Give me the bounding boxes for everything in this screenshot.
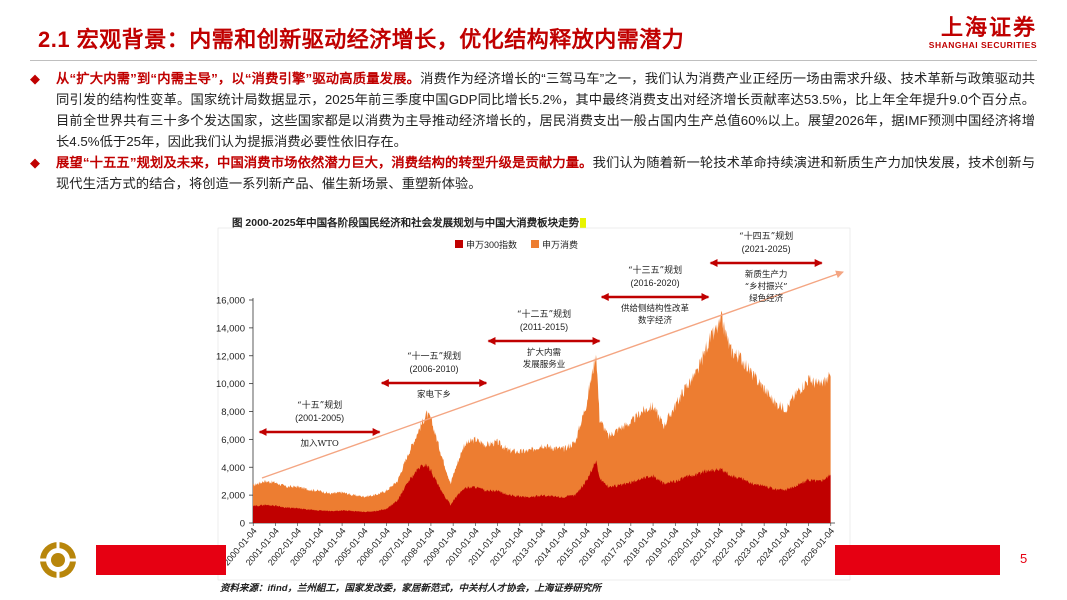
logo-cn: 上海证券: [940, 15, 1037, 40]
y-tick-label: 0: [240, 519, 245, 530]
plan-policy-label: 家电下乡: [417, 389, 451, 400]
bullet-highlight: 从“扩大内需”到“内需主导”，以“消费引擎”驱动高质量发展。: [56, 71, 421, 86]
plan-period-label: “十三五”规划: [628, 264, 682, 276]
chart-title: 图 2000-2025年中国各阶段国民经济和社会发展规划与中国大消费板块走势: [232, 215, 587, 230]
plan-policy-label: 绿色经济: [749, 293, 784, 304]
bullet-list: ◆ 从“扩大内需”到“内需主导”，以“消费引擎”驱动高质量发展。消费作为经济增长的…: [30, 68, 1035, 194]
bullet-text: 消费作为经济增长的“三驾马车”之一，我们认为消费产业正经历一场由需求升级、技术革…: [56, 71, 1036, 149]
legend-swatch: [531, 240, 539, 248]
logo-en: SHANGHAI SECURITIES: [928, 40, 1037, 50]
page-title: 2.1 宏观背景：内需和创新驱动经济增长，优化结构释放内需潜力: [38, 27, 685, 52]
bullet-item-1: ◆ 从“扩大内需”到“内需主导”，以“消费引擎”驱动高质量发展。消费作为经济增长的…: [30, 68, 1035, 152]
plan-policy-label: 供给侧结构性改革: [621, 303, 690, 314]
plan-period-label: “十二五”规划: [517, 308, 571, 320]
source-note: 资料来源：ifind，兰州組工，国家发改委，家居新范式，中关村人才协会，上海证券…: [220, 583, 602, 594]
plan-policy-label: 扩大内需: [527, 347, 561, 358]
legend-label: 申万300指数: [466, 239, 517, 250]
header-divider: [30, 60, 1037, 61]
plan-years-label: (2006-2010): [410, 364, 459, 374]
series-area-300-index: [253, 460, 831, 523]
bullet-item-2: ◆ 展望“十五五”规划及未来，中国消费市场依然潜力巨大，消费结构的转型升级是贡献力…: [30, 152, 1035, 194]
plan-policy-label: 加入WTO: [300, 438, 338, 449]
legend-label: 申万消费: [542, 239, 578, 250]
page-number: 5: [1020, 551, 1028, 566]
y-tick-label: 16,000: [216, 296, 245, 307]
plan-policy-label: “乡村振兴”: [745, 281, 788, 292]
brand-logo: 上海证券 SHANGHAI SECURITIES: [928, 15, 1037, 51]
plan-period-label: “十五”规划: [297, 399, 342, 411]
footer-bar-left: [96, 545, 226, 575]
series-area-consumer: [253, 310, 831, 523]
diamond-icon: ◆: [30, 155, 40, 170]
plan-period-label: “十一五”规划: [407, 350, 461, 362]
bullet-highlight: 展望“十五五”规划及未来，中国消费市场依然潜力巨大，消费结构的转型升级是贡献力量…: [56, 155, 593, 170]
y-tick-label: 10,000: [216, 379, 245, 390]
trend-arrow: [261, 270, 844, 479]
y-tick-label: 14,000: [216, 323, 245, 334]
y-tick-label: 4,000: [221, 463, 245, 474]
plan-years-label: (2001-2005): [295, 413, 344, 423]
plan-years-label: (2021-2025): [742, 244, 791, 254]
plan-policy-label: 数字经济: [638, 315, 673, 326]
plan-years-label: (2016-2020): [631, 278, 680, 288]
plan-policy-label: 新质生产力: [745, 269, 788, 280]
diamond-icon: ◆: [30, 71, 40, 86]
y-tick-label: 12,000: [216, 351, 245, 362]
plan-years-label: (2011-2015): [520, 322, 568, 332]
brand-flower-icon: [38, 540, 78, 585]
legend-swatch: [455, 240, 463, 248]
bullet-text: 我们认为随着新一轮技术革命持续演进和新质生产力加快发展，技术创新与现代生活方式的…: [56, 155, 1036, 191]
plan-period-label: “十四五”规划: [739, 230, 793, 242]
y-tick-label: 2,000: [221, 491, 245, 502]
y-tick-label: 6,000: [221, 435, 245, 446]
text-cursor-mark: [580, 217, 587, 229]
footer-bar-right: [835, 545, 1000, 575]
y-tick-label: 8,000: [221, 407, 245, 418]
plan-policy-label: 发展服务业: [523, 359, 566, 370]
